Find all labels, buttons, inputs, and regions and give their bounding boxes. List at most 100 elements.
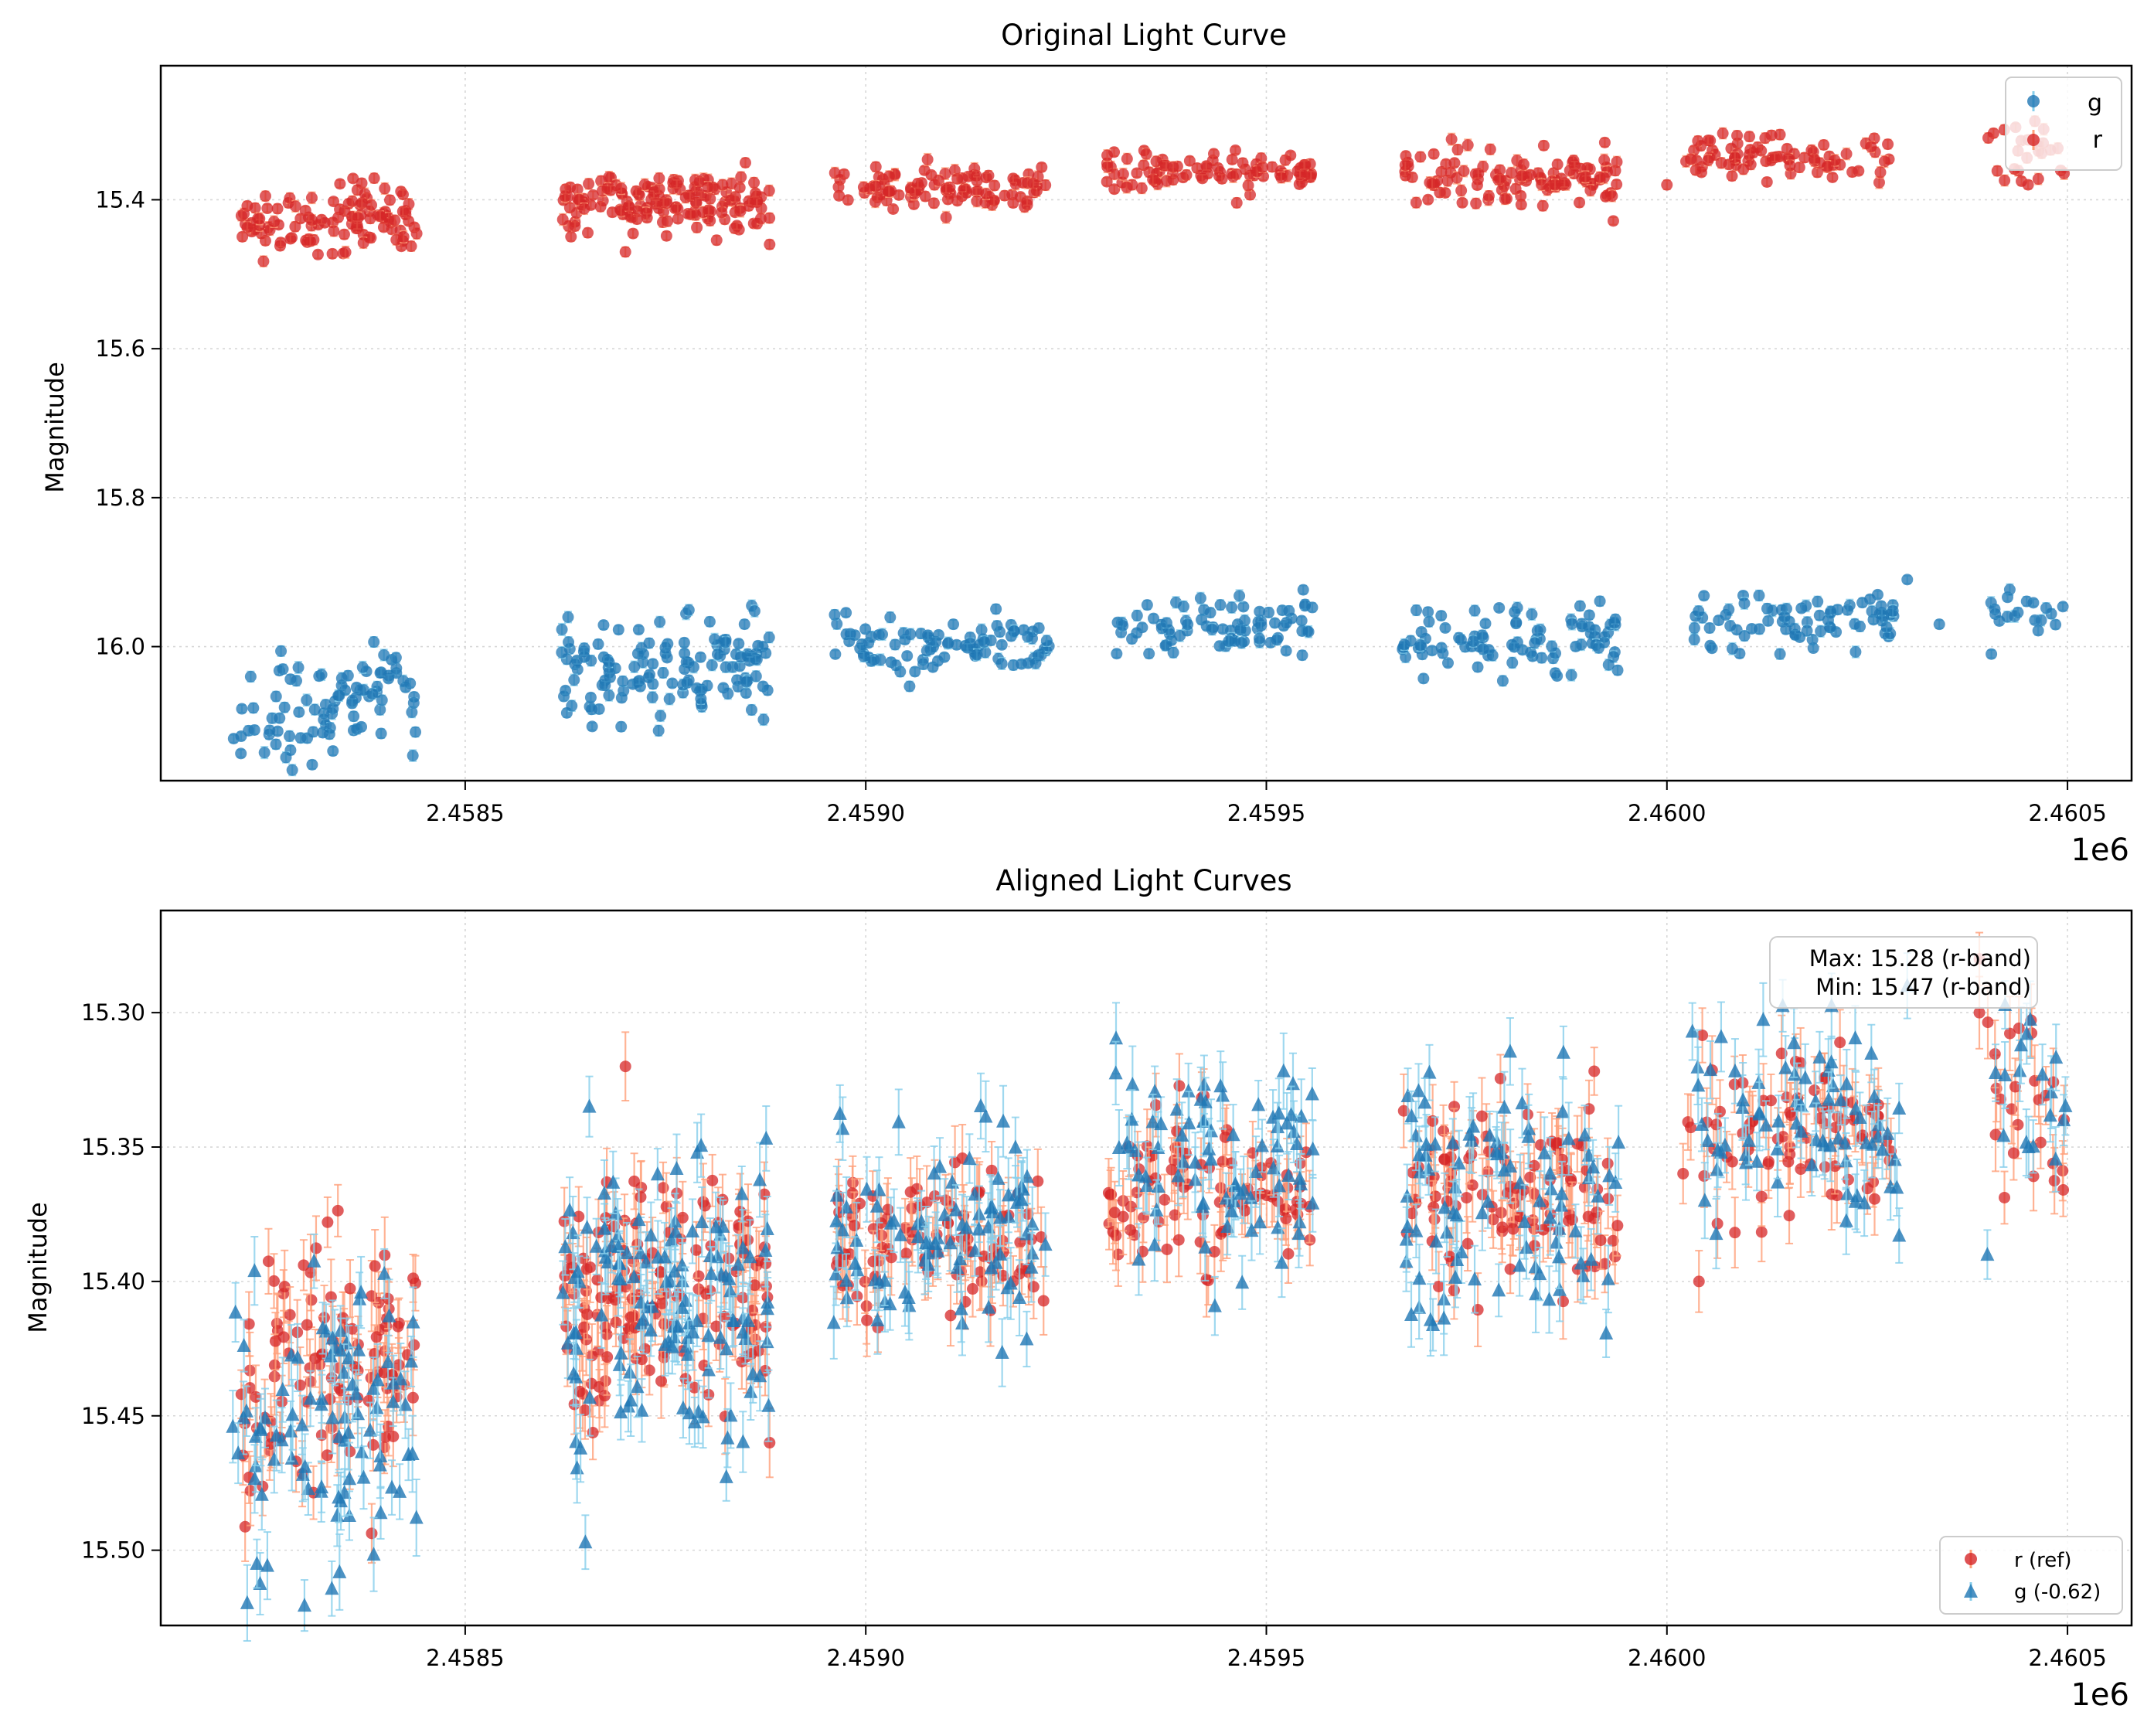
data-point	[2002, 591, 2014, 604]
data-point	[356, 197, 368, 209]
data-point	[1717, 128, 1729, 140]
data-point	[750, 196, 763, 209]
data-point	[604, 184, 617, 196]
data-point	[980, 172, 992, 184]
data-point	[379, 182, 391, 195]
data-point	[757, 713, 770, 726]
data-point	[2057, 601, 2069, 613]
data-point	[1022, 657, 1034, 669]
data-point	[978, 635, 991, 648]
data-point	[1159, 639, 1172, 652]
data-point	[578, 203, 590, 215]
data-point	[270, 690, 282, 703]
data-point	[1611, 155, 1623, 168]
data-point	[1774, 648, 1786, 660]
data-point	[1738, 630, 1751, 642]
data-point	[1811, 166, 1823, 179]
data-point	[405, 240, 417, 253]
data-point	[1445, 133, 1458, 145]
data-point	[1458, 165, 1470, 177]
data-point	[2027, 597, 2040, 609]
data-point	[1598, 154, 1611, 166]
data-point	[1688, 144, 1700, 156]
data-point	[1602, 659, 1615, 671]
data-point	[278, 701, 291, 713]
data-point	[999, 189, 1011, 202]
data-point	[1706, 642, 1718, 655]
data-point	[1206, 623, 1218, 635]
data-point	[1529, 637, 1541, 649]
data-point	[1744, 144, 1757, 156]
data-point	[717, 682, 730, 694]
data-point	[693, 175, 706, 188]
data-point	[1812, 595, 1824, 608]
data-point	[406, 706, 418, 718]
data-point	[1537, 139, 1550, 151]
data-point	[1255, 152, 1268, 165]
data-point	[1840, 148, 1853, 160]
data-point	[1213, 640, 1226, 652]
data-point	[1183, 155, 1196, 167]
data-point	[1121, 153, 1133, 165]
x-tick-label: 2.4585	[426, 800, 504, 826]
data-point	[1574, 196, 1586, 209]
data-point	[646, 691, 658, 703]
data-point	[899, 634, 911, 646]
data-point	[328, 196, 340, 208]
data-point	[735, 651, 747, 663]
data-point	[259, 190, 271, 203]
data-point	[241, 221, 254, 233]
data-point	[1455, 634, 1467, 646]
data-point	[347, 172, 359, 185]
data-point	[339, 246, 352, 258]
data-point	[323, 728, 335, 740]
data-point	[1196, 172, 1209, 185]
data-point	[1565, 669, 1577, 681]
data-point	[631, 648, 644, 660]
plot-frame-original	[159, 64, 2133, 782]
data-point	[1244, 189, 1257, 201]
data-point	[560, 684, 572, 696]
data-point	[1398, 638, 1410, 651]
data-point	[1036, 161, 1048, 173]
data-point	[1871, 588, 1883, 601]
data-point	[1400, 150, 1412, 162]
data-point	[1468, 604, 1481, 617]
data-point	[375, 666, 387, 679]
data-point	[1826, 171, 1839, 183]
data-point	[1242, 179, 1254, 192]
data-point	[1841, 604, 1853, 616]
data-point	[318, 707, 330, 720]
data-point	[280, 751, 292, 764]
data-point	[938, 651, 951, 663]
data-point	[1027, 177, 1040, 189]
data-point	[956, 190, 968, 203]
data-point	[1032, 649, 1044, 662]
data-point	[235, 730, 247, 743]
data-point	[1434, 186, 1446, 199]
data-point	[583, 178, 595, 190]
data-point	[1715, 157, 1727, 169]
data-point	[740, 687, 752, 700]
data-point	[1933, 618, 1945, 631]
data-point	[374, 703, 386, 716]
data-point	[1021, 195, 1033, 207]
data-point	[1441, 657, 1454, 669]
data-point	[1415, 626, 1427, 638]
data-point	[569, 220, 581, 233]
data-point	[235, 747, 247, 760]
data-point	[396, 206, 409, 218]
data-point	[254, 213, 266, 225]
data-point	[702, 181, 714, 193]
data-point	[277, 663, 289, 676]
data-point	[342, 669, 354, 682]
data-point	[1217, 623, 1229, 635]
data-point	[1467, 635, 1479, 648]
original-light-curve-panel: Original Light Curve 2.4585 2.4590 2.4595 2…	[40, 19, 2133, 868]
data-point	[1226, 153, 1238, 165]
data-point	[653, 172, 665, 185]
data-point	[733, 638, 745, 650]
data-point	[1269, 617, 1281, 629]
data-point	[386, 654, 398, 666]
data-point	[1873, 176, 1885, 189]
